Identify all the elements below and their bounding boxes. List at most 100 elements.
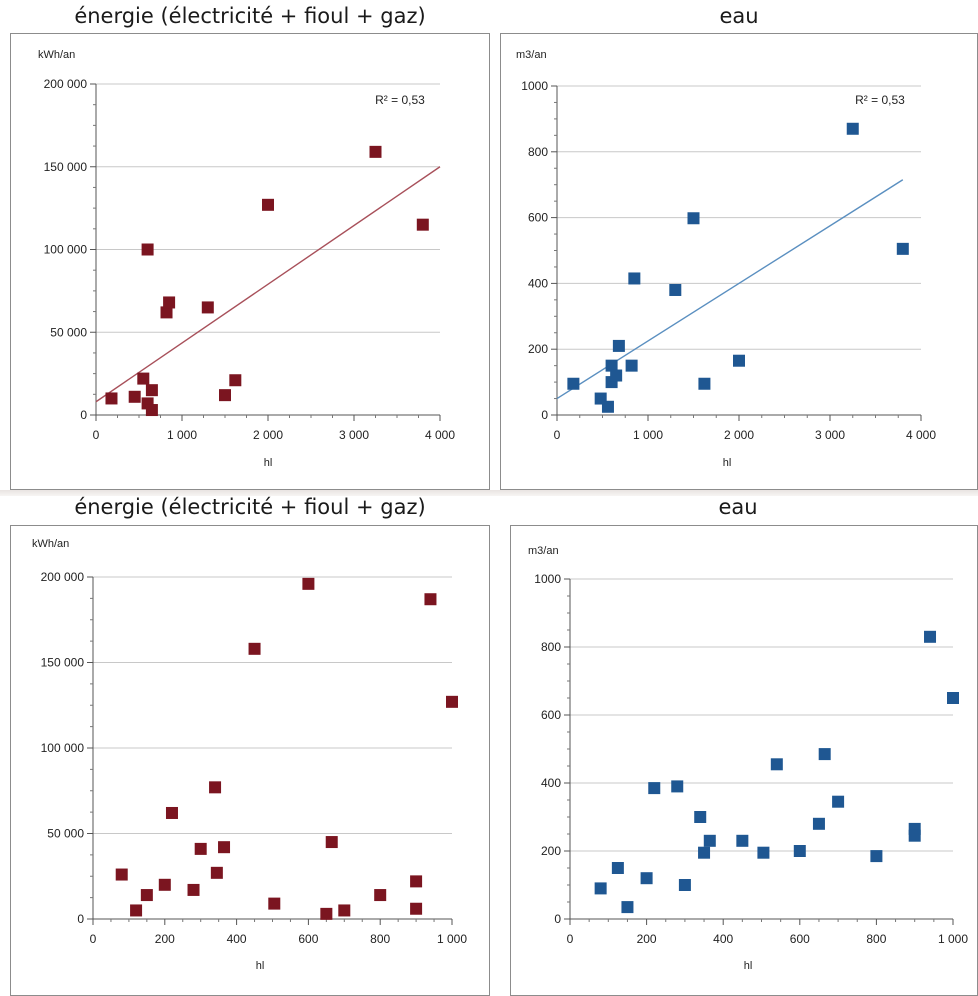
- data-point: [410, 902, 423, 915]
- x-tick-label: 200: [155, 932, 175, 946]
- data-point: [248, 642, 261, 655]
- r-squared-annotation: R² = 0,53: [855, 93, 905, 107]
- data-point: [698, 846, 711, 859]
- chart-title: énergie (électricité + fioul + gaz): [74, 4, 426, 28]
- x-axis-label: hl: [723, 457, 732, 469]
- y-tick-label: 1000: [521, 79, 548, 93]
- chart-panel-water-bottom: eau 0 200 400 600 800 1000 0 200 400 600 800 1 000 m…: [498, 492, 978, 996]
- x-tick-label: 1 000: [167, 428, 197, 442]
- data-point: [896, 242, 909, 255]
- data-point: [846, 122, 859, 135]
- x-axis-label: hl: [744, 960, 753, 972]
- data-point: [678, 879, 691, 891]
- data-point: [625, 359, 638, 372]
- data-point: [209, 781, 222, 794]
- data-point: [145, 404, 158, 417]
- data-point: [812, 817, 825, 830]
- x-axis-label: hl: [264, 457, 273, 469]
- y-tick-label: 600: [541, 708, 561, 722]
- data-point: [694, 811, 707, 823]
- data-point: [832, 795, 845, 808]
- y-tick-label: 400: [541, 776, 561, 790]
- data-point: [818, 748, 831, 761]
- data-point: [163, 296, 176, 309]
- data-point: [268, 897, 281, 910]
- y-tick-label: 0: [554, 912, 561, 926]
- x-tick-label: 2 000: [724, 428, 754, 442]
- scatter-chart-water-top: 0 200 400 600 800 1000 0 1 000 2 000 3 000 4 000 m3…: [516, 49, 936, 469]
- chart-frame: [10, 525, 490, 996]
- y-axis-label: m3/an: [516, 49, 547, 61]
- data-point: [628, 272, 641, 285]
- data-point: [924, 630, 937, 643]
- y-tick-label: 0: [541, 408, 548, 422]
- x-tick-label: 0: [554, 428, 561, 442]
- data-point: [219, 389, 231, 402]
- x-tick-label: 4 000: [906, 428, 936, 442]
- data-point: [870, 850, 883, 863]
- y-tick-label: 0: [77, 912, 84, 926]
- chart-panel-energy-bottom: énergie (électricité + fioul + gaz) 0 50 …: [10, 492, 490, 996]
- x-tick-label: 0: [90, 932, 97, 946]
- y-tick-label: 1000: [534, 572, 561, 586]
- data-point: [115, 868, 128, 881]
- data-point: [369, 145, 382, 158]
- x-tick-label: 3 000: [815, 428, 845, 442]
- chart-frame: [10, 33, 490, 490]
- data-point: [611, 862, 624, 874]
- data-point: [669, 283, 682, 296]
- x-tick-label: 0: [93, 428, 100, 442]
- data-point: [736, 834, 749, 847]
- data-point: [610, 369, 623, 382]
- data-point: [374, 889, 387, 902]
- data-point: [141, 243, 154, 256]
- data-point: [671, 780, 684, 793]
- y-tick-label: 600: [528, 211, 548, 225]
- data-point: [698, 377, 711, 390]
- scatter-chart-energy-top: 0 50 000 100 000 150 000 200 000 0 1 000 2 000 3…: [38, 49, 455, 469]
- y-tick-label: 50 000: [50, 325, 87, 339]
- y-axis-label: kWh/an: [32, 538, 69, 550]
- data-point: [612, 339, 625, 352]
- y-tick-label: 800: [541, 640, 561, 654]
- data-point: [703, 834, 716, 847]
- y-tick-label: 100 000: [44, 243, 88, 257]
- scatter-chart-energy-bottom: 0 50 000 100 000 150 000 200 000 0 200 400 600 80…: [32, 538, 467, 972]
- data-point: [165, 806, 178, 819]
- chart-frame: [500, 33, 978, 490]
- data-point: [325, 836, 338, 849]
- x-tick-label: 200: [637, 932, 657, 946]
- data-point: [908, 829, 921, 842]
- data-point: [446, 695, 458, 708]
- chart-frame: [510, 525, 978, 996]
- x-tick-label: 600: [298, 932, 318, 946]
- x-tick-label: 800: [866, 932, 886, 946]
- data-point: [947, 692, 959, 704]
- data-point: [160, 306, 173, 319]
- y-tick-label: 50 000: [47, 827, 84, 841]
- x-tick-label: 600: [790, 932, 810, 946]
- y-tick-label: 400: [528, 276, 548, 290]
- data-point: [105, 392, 118, 405]
- x-axis-label: hl: [256, 960, 265, 972]
- data-point: [187, 883, 200, 896]
- data-point: [130, 904, 143, 917]
- y-axis-label: m3/an: [528, 545, 559, 557]
- data-point: [201, 301, 214, 314]
- data-point: [338, 904, 351, 917]
- data-point: [687, 212, 700, 225]
- y-tick-label: 200: [541, 844, 561, 858]
- data-point: [594, 882, 607, 895]
- chart-title: eau: [718, 495, 758, 519]
- data-point: [262, 198, 274, 211]
- x-tick-label: 400: [713, 932, 733, 946]
- x-tick-label: 1 000: [437, 932, 467, 946]
- data-point: [145, 384, 158, 397]
- data-point: [567, 377, 580, 390]
- chart-panel-energy-top: énergie (électricité + fioul + gaz) 0 50 …: [10, 0, 490, 490]
- data-point: [140, 889, 153, 902]
- data-point: [137, 372, 150, 385]
- y-tick-label: 800: [528, 145, 548, 159]
- chart-panel-water-top: eau 0 200 400 600 800 1000 0 1 000 2 000 3 000 4 0…: [500, 0, 978, 490]
- y-tick-label: 0: [80, 408, 87, 422]
